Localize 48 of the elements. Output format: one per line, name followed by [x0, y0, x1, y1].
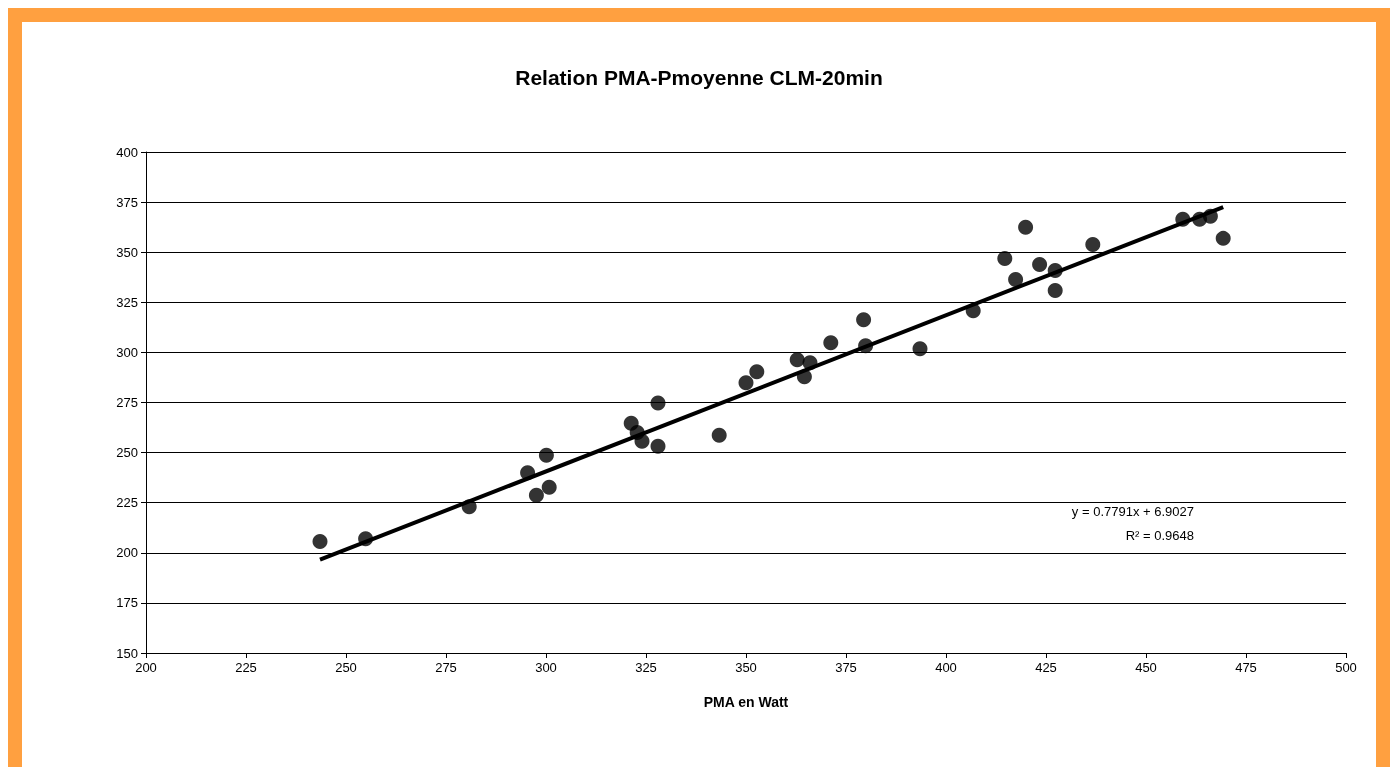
point	[823, 335, 839, 351]
y-tick-label: 300	[116, 344, 138, 360]
x-tick-label: 275	[435, 660, 457, 675]
x-tick-label: 300	[535, 660, 557, 675]
y-tick-label: 200	[116, 545, 138, 561]
y-tick-label: 275	[116, 395, 138, 410]
x-tick-label: 450	[1135, 660, 1157, 675]
point	[312, 534, 328, 550]
x-tick-label: 500	[1335, 660, 1357, 675]
x-tick-label: 475	[1235, 660, 1257, 675]
point	[1032, 256, 1048, 272]
y-tick-label: 150	[116, 645, 138, 661]
point	[1008, 271, 1024, 287]
x-tick-label: 350	[735, 660, 757, 675]
point	[528, 487, 544, 503]
point	[541, 479, 557, 495]
x-tick-label: 425	[1035, 660, 1057, 675]
y-tick-label: 225	[116, 495, 138, 511]
point	[1047, 282, 1063, 298]
annotation: y = 0.7791x + 6.9027	[1071, 504, 1194, 519]
y-tick-label: 175	[116, 595, 138, 611]
y-tick-label: 325	[116, 294, 138, 310]
point	[650, 395, 666, 411]
y-tick-label: 350	[116, 244, 138, 260]
x-tick-label: 250	[335, 660, 357, 675]
chart-title: Relation PMA-Pmoyenne CLM-20min	[515, 66, 883, 89]
x-tick-label: 400	[935, 660, 957, 675]
point	[1085, 236, 1101, 252]
point	[856, 312, 872, 328]
point	[1018, 219, 1034, 235]
x-tick-label: 375	[835, 660, 857, 675]
point	[738, 375, 754, 391]
y-tick-label: 250	[116, 445, 138, 461]
point	[749, 364, 765, 380]
point	[912, 341, 928, 357]
point	[538, 447, 554, 463]
point	[711, 427, 727, 443]
point	[789, 352, 805, 368]
x-tick-label: 200	[135, 660, 157, 675]
x-axis-title: PMA en Watt	[703, 694, 789, 710]
y-tick-label: 375	[116, 194, 138, 210]
point	[997, 250, 1013, 266]
x-tick-label: 225	[235, 660, 257, 675]
annotation: R² = 0.9648	[1125, 528, 1194, 543]
point	[650, 438, 666, 454]
x-tick-label: 325	[635, 660, 657, 675]
y-tick-label: 400	[116, 144, 138, 160]
point	[1215, 230, 1231, 246]
